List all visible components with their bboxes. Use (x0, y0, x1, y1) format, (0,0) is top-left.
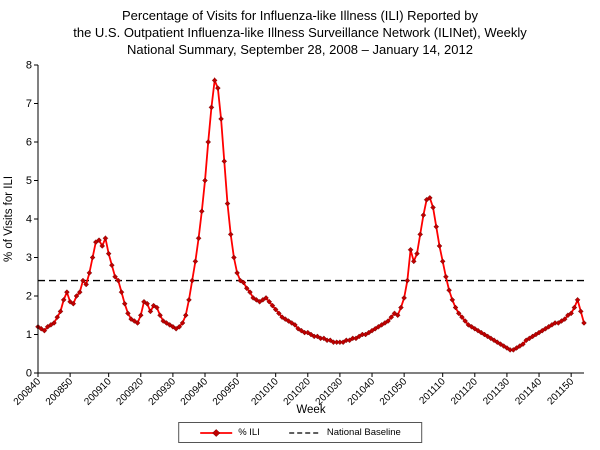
svg-text:201020: 201020 (282, 376, 314, 408)
svg-text:200950: 200950 (211, 376, 243, 408)
legend-item-ili: % ILI (199, 427, 260, 438)
y-axis-ticks: 0 1 2 3 4 5 6 7 8 (26, 59, 38, 379)
svg-text:200910: 200910 (82, 376, 114, 408)
ili-series-line (37, 76, 585, 351)
svg-text:6: 6 (26, 136, 32, 148)
ili-series-markers (35, 77, 587, 353)
svg-text:200850: 200850 (44, 376, 76, 408)
svg-text:2: 2 (26, 290, 32, 302)
chart-legend: % ILI National Baseline (178, 422, 422, 443)
svg-text:7: 7 (26, 98, 32, 110)
svg-text:200840: 200840 (12, 376, 44, 408)
svg-text:201120: 201120 (449, 376, 480, 407)
svg-text:8: 8 (26, 59, 32, 71)
baseline-swatch (288, 431, 321, 434)
svg-text:5: 5 (26, 175, 32, 187)
chart-title-line1: Percentage of Visits for Influenza-like … (122, 8, 478, 23)
x-axis-title: Week (296, 404, 325, 416)
svg-text:201130: 201130 (481, 376, 512, 407)
svg-text:200920: 200920 (115, 376, 147, 408)
chart-title-line3: National Summary, September 28, 2008 – J… (127, 41, 473, 57)
y-axis-title: % of Visits for ILI (3, 176, 15, 262)
svg-text:201030: 201030 (314, 376, 346, 408)
x-axis-ticks: 200840 200850 200910 200920 200930 200940 2009… (12, 372, 577, 408)
legend-label-ili: % ILI (238, 427, 260, 438)
svg-text:0: 0 (26, 367, 32, 379)
svg-text:201010: 201010 (249, 376, 281, 408)
chart-title: Percentage of Visits for Influenza-like … (0, 0, 600, 59)
svg-text:201150: 201150 (545, 376, 576, 407)
ili-series-swatch (200, 428, 233, 437)
axes (37, 64, 584, 374)
svg-text:201110: 201110 (417, 376, 448, 407)
svg-text:201040: 201040 (346, 376, 378, 408)
svg-text:201140: 201140 (513, 376, 544, 407)
svg-text:4: 4 (26, 213, 32, 225)
legend-label-baseline: National Baseline (326, 427, 401, 438)
svg-text:200930: 200930 (147, 376, 179, 408)
svg-text:3: 3 (26, 252, 32, 264)
chart-title-line2: the U.S. Outpatient Influenza-like Illne… (73, 24, 527, 40)
svg-text:1: 1 (26, 329, 32, 341)
svg-text:201050: 201050 (378, 376, 410, 408)
legend-item-baseline: National Baseline (288, 427, 401, 438)
svg-text:200940: 200940 (179, 376, 211, 408)
